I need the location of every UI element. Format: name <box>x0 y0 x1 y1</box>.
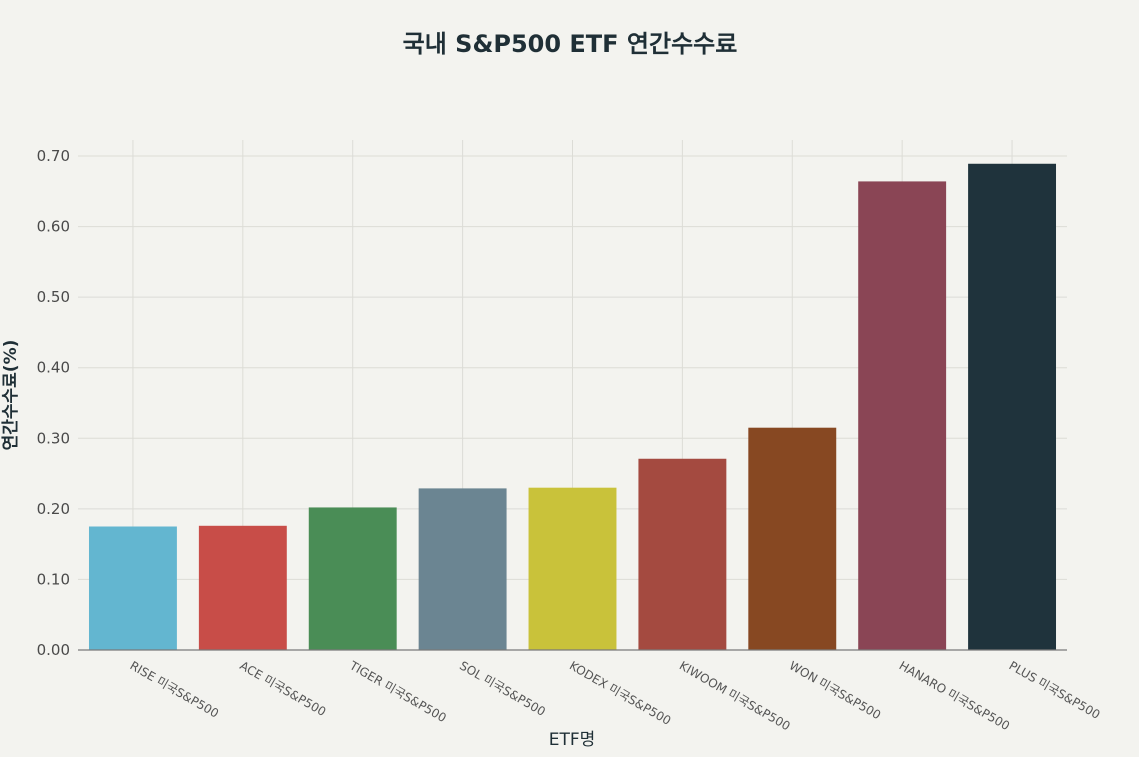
y-axis-label: 연간수수료(%) <box>1 340 21 451</box>
y-tick-label: 0.30 <box>37 429 70 447</box>
x-tick-label: KODEX 미국S&P500 <box>567 658 673 727</box>
y-tick-label: 0.10 <box>37 570 70 588</box>
y-tick-label: 0.50 <box>37 288 70 306</box>
chart-title: 국내 S&P500 ETF 연간수수료 <box>403 30 738 58</box>
y-tick-label: 0.20 <box>37 500 70 518</box>
x-tick-label: KIWOOM 미국S&P500 <box>677 658 793 733</box>
bars-layer <box>88 163 1057 651</box>
bar <box>418 488 507 650</box>
y-tick-label: 0.40 <box>37 359 70 377</box>
x-tick-label: RISE 미국S&P500 <box>127 658 221 720</box>
x-tick-label: HANARO 미국S&P500 <box>897 658 1012 733</box>
bar <box>198 525 287 650</box>
y-tick-label: 0.60 <box>37 218 70 236</box>
y-tick-label: 0.00 <box>37 641 70 659</box>
x-tick-label: SOL 미국S&P500 <box>457 658 548 719</box>
bar <box>748 427 837 650</box>
y-tick-label: 0.70 <box>37 147 70 165</box>
x-tick-label: WON 미국S&P500 <box>787 658 883 722</box>
x-axis-label: ETF명 <box>549 730 596 750</box>
x-tick-label: ACE 미국S&P500 <box>237 658 328 719</box>
y-axis: 0.00 0.10 0.20 0.30 0.40 0.50 0.60 0.70 <box>37 147 70 659</box>
bar <box>528 487 617 650</box>
x-tick-label: PLUS 미국S&P500 <box>1007 658 1103 721</box>
bar <box>968 163 1057 650</box>
bar <box>88 526 177 650</box>
bar <box>308 507 397 650</box>
x-axis: RISE 미국S&P500 ACE 미국S&P500 TIGER 미국S&P500 S… <box>127 658 1102 733</box>
x-tick-label: TIGER 미국S&P500 <box>346 658 448 725</box>
bar <box>638 458 727 650</box>
bar <box>858 181 947 651</box>
